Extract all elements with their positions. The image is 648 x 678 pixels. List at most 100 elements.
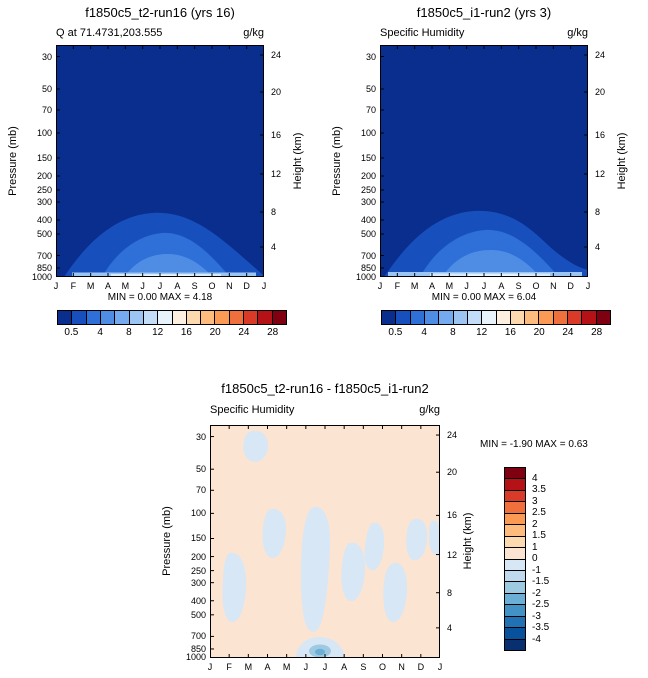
colorbar-tick-label: 20 (533, 327, 545, 338)
colorbar-cell (453, 311, 468, 324)
month-tick-label: J (207, 662, 213, 672)
colorbar-tick-label: 4 (421, 327, 427, 338)
colorbar-cell (505, 570, 525, 583)
pressure-tick-label: 70 (195, 485, 206, 496)
month-tick-label: J (481, 281, 487, 291)
colorbar-cell (505, 525, 525, 537)
colorbar-tick-label: 16 (504, 327, 516, 338)
pressure-tick-label: 70 (365, 105, 376, 115)
colorbar-cell (505, 479, 525, 491)
pressure-tick-label: 250 (36, 185, 52, 195)
colorbar-cell (505, 628, 525, 640)
colorbar-cell (172, 311, 187, 324)
diff-colorbar-tick-label: 3 (532, 495, 538, 507)
colorbar-tick-label: 20 (209, 327, 221, 338)
height-tick-label: 8 (271, 207, 277, 217)
month-tick-label: S (191, 281, 198, 291)
difference-contour-plot (210, 425, 440, 658)
pressure-tick-label: 30 (365, 51, 376, 62)
colorbar-cell (424, 311, 440, 324)
colorbar-cell (201, 311, 216, 324)
month-tick-label: J (140, 281, 145, 291)
colorbar-cell (186, 311, 202, 324)
height-tick-label: 16 (271, 130, 282, 140)
colorbar-cell (229, 311, 245, 324)
month-tick-label: M (445, 281, 454, 291)
colorbar-cell (505, 490, 525, 503)
diff-colorbar-tick-label: 2 (532, 518, 538, 530)
diff-colorbar-tick-label: 0 (532, 553, 538, 564)
pressure-tick-label: 850 (360, 263, 376, 273)
month-tick-label: M (121, 281, 130, 291)
pressure-tick-label: 400 (36, 215, 52, 225)
month-tick-label: S (360, 662, 367, 672)
month-tick-label: O (378, 662, 386, 672)
colorbar-cell (467, 311, 483, 324)
pressure-tick-label: 250 (190, 565, 206, 576)
month-tick-label: A (498, 281, 505, 291)
height-tick-label: 4 (447, 622, 453, 633)
month-tick-label: F (394, 281, 401, 291)
panel-title: f1850c5_i1-run2 (yrs 3) (416, 5, 552, 20)
month-tick-label: F (226, 662, 232, 672)
height-tick-label: 8 (595, 207, 601, 217)
month-tick-label: J (377, 281, 383, 291)
diff-colorbar-tick-label: -3.5 (532, 622, 550, 633)
pressure-tick-label: 250 (360, 185, 376, 195)
pressure-tick-label: 850 (36, 263, 52, 273)
panel-run16: f1850c5_t2-run16 (yrs 16) Q at 71.4731,2… (0, 0, 324, 352)
panel-field-label: Specific Humidity (210, 404, 295, 416)
colorbar-cell (505, 559, 525, 571)
month-tick-label: J (53, 281, 59, 291)
height-tick-label: 12 (595, 169, 606, 179)
colorbar-cell (496, 311, 511, 324)
colorbar-tick-label: 28 (591, 327, 603, 338)
height-tick-label: 20 (447, 467, 458, 478)
pressure-tick-label: 700 (360, 250, 376, 261)
diff-colorbar-tick-label: 2.5 (532, 507, 546, 518)
colorbar-cell (596, 311, 610, 324)
month-tick-label: A (264, 662, 271, 672)
month-tick-label: J (157, 281, 163, 291)
panel-title: f1850c5_t2-run16 - f1850c5_i1-run2 (221, 381, 429, 396)
colorbar-tick-label: 24 (238, 327, 250, 338)
diff-colorbar-tick-label: 4 (532, 472, 538, 484)
pressure-tick-label: 100 (36, 128, 52, 138)
colorbar-cell (86, 311, 101, 324)
colorbar-cell (505, 468, 525, 480)
contour-plot (380, 45, 588, 277)
colorbar-cell (568, 311, 583, 324)
month-tick-label: J (464, 281, 469, 291)
month-tick-label: S (515, 281, 522, 291)
pressure-tick-label: 700 (36, 250, 52, 261)
colorbar (381, 310, 611, 325)
pressure-tick-label: 500 (360, 229, 376, 239)
month-tick-label: J (261, 281, 267, 291)
diff-colorbar-tick-label: -2 (532, 587, 541, 599)
pressure-tick-label: 1000 (31, 271, 52, 282)
pressure-tick-label: 700 (190, 631, 206, 642)
colorbar-cell (72, 311, 87, 324)
panel-field-label: Specific Humidity (380, 27, 465, 39)
pressure-tick-label: 70 (41, 105, 52, 115)
colorbar-cell (539, 311, 554, 324)
colorbar-cell (244, 311, 259, 324)
panel-field-label: Q at 71.4731,203.555 (56, 27, 163, 39)
colorbar-labels: 0.5 4 8 12 16 20 24 28 (57, 328, 287, 340)
colorbar-cell (505, 536, 525, 549)
pressure-tick-label: 150 (36, 153, 52, 163)
difference-colorbar (504, 467, 526, 651)
colorbar-tick-label: 8 (126, 327, 132, 338)
pressure-tick-label: 400 (190, 595, 206, 606)
month-tick-label: A (174, 281, 181, 291)
colorbar-tick-label: 28 (267, 327, 279, 338)
colorbar-cell (505, 548, 525, 560)
pressure-tick-label: 300 (36, 197, 52, 207)
colorbar-cell (505, 513, 525, 526)
colorbar-cell (143, 311, 159, 324)
colorbar-cell (505, 616, 525, 629)
height-tick-label: 24 (271, 50, 282, 60)
pressure-tick-label: 850 (190, 643, 206, 654)
colorbar-tick-label: 12 (152, 327, 164, 338)
